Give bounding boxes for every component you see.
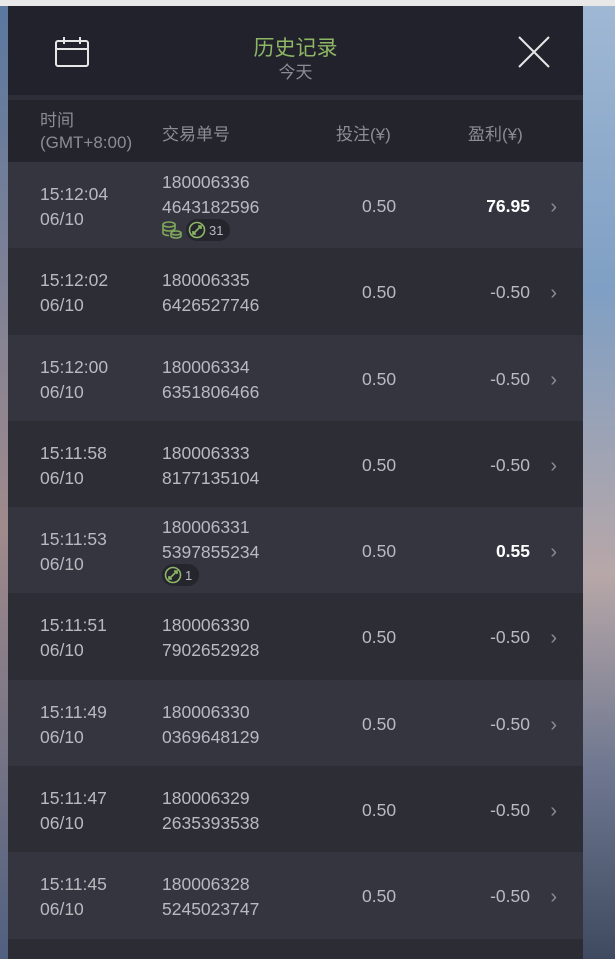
background <box>0 6 8 959</box>
row-profit: -0.50 <box>490 886 530 907</box>
row-profit: -0.50 <box>490 368 530 389</box>
table-row[interactable]: 15:11:47 06/10 180006329 2635393538 0.50 -… <box>8 766 583 853</box>
row-id-line2: 6426527746 <box>162 295 260 316</box>
row-profit: -0.50 <box>490 713 530 734</box>
row-time: 15:12:02 <box>40 270 109 291</box>
row-date: 06/10 <box>40 554 84 575</box>
row-date: 06/10 <box>40 467 84 488</box>
row-profit: 0.55 <box>495 541 530 562</box>
row-id-line1: 180006336 <box>162 172 250 192</box>
row-bet: 0.50 <box>362 541 397 562</box>
row-time: 15:11:47 <box>40 788 107 809</box>
col-time: 时间 <box>40 111 74 130</box>
row-bet: 0.50 <box>362 368 397 389</box>
row-bet: 0.50 <box>362 713 397 734</box>
free-spin-icon <box>188 221 206 239</box>
row-date: 06/10 <box>40 726 84 747</box>
row-id-line2: 7902652928 <box>162 640 260 661</box>
row-id-line2: 6351806466 <box>162 381 260 402</box>
row-bet: 0.50 <box>362 800 397 821</box>
row-id-line1: 180006335 <box>162 270 250 291</box>
table-row[interactable]: 15:11:45 06/10 180006328 5245023747 0.50 -… <box>8 852 583 939</box>
row-profit: -0.50 <box>490 282 530 303</box>
row-time: 15:11:49 <box>40 701 107 722</box>
col-profit: 盈利(¥) <box>468 125 523 144</box>
row-date: 06/10 <box>40 295 84 316</box>
row-date: 06/10 <box>40 813 84 834</box>
table-row[interactable]: 15:11:51 06/10 180006330 7902652928 0.50 -… <box>8 593 583 680</box>
row-date: 06/10 <box>40 209 84 229</box>
free-spin-icon <box>164 566 182 584</box>
row-id-line1: 180006334 <box>162 356 250 377</box>
history-list: 15:12:04 06/10 180006336 4643182596 31 0.50… <box>8 162 583 939</box>
row-profit: -0.50 <box>490 454 530 475</box>
chevron-right-icon[interactable]: › <box>550 282 557 305</box>
row-id-line2: 4643182596 <box>162 197 260 217</box>
row-id-line2: 8177135104 <box>162 467 260 488</box>
chevron-right-icon[interactable]: › <box>550 368 557 391</box>
close-icon[interactable] <box>516 34 552 70</box>
col-id: 交易单号 <box>162 125 230 144</box>
column-headers: 时间 (GMT+8:00) 交易单号 投注(¥) 盈利(¥) <box>8 100 583 162</box>
row-id-line1: 180006328 <box>162 874 250 895</box>
history-panel: 历史记录 今天 时间 (GMT+8:00) 交易单号 投注(¥) 盈利(¥) 1… <box>8 6 583 959</box>
table-row[interactable]: 15:12:00 06/10 180006334 6351806466 0.50 -… <box>8 334 583 421</box>
table-row[interactable]: 15:11:49 06/10 180006330 0369648129 0.50 -… <box>8 679 583 767</box>
coins-icon <box>162 221 182 239</box>
chevron-right-icon[interactable]: › <box>550 713 557 736</box>
header: 历史记录 今天 <box>8 6 583 100</box>
row-id-line2: 5245023747 <box>162 899 260 920</box>
free-spin-badge: 1 <box>162 564 200 587</box>
chevron-right-icon[interactable]: › <box>550 541 557 564</box>
row-time: 15:12:04 <box>40 184 109 204</box>
table-row[interactable]: 15:11:53 06/10 180006331 5397855234 1 0.50 … <box>8 507 583 594</box>
row-time: 15:11:51 <box>40 615 107 636</box>
free-spin-count: 1 <box>185 567 193 583</box>
chevron-right-icon[interactable]: › <box>550 886 557 909</box>
row-bet: 0.50 <box>362 886 397 907</box>
table-row[interactable]: 15:11:58 06/10 180006333 8177135104 0.50 -… <box>8 420 583 508</box>
row-id-line2: 2635393538 <box>162 813 260 834</box>
table-row[interactable]: 15:12:04 06/10 180006336 4643182596 31 0.50… <box>8 162 583 249</box>
row-date: 06/10 <box>40 899 84 920</box>
row-time: 15:12:00 <box>40 356 109 377</box>
free-spin-badge: 31 <box>186 219 231 241</box>
row-id-line1: 180006331 <box>162 517 250 538</box>
chevron-right-icon[interactable]: › <box>550 800 557 823</box>
row-tags: 1 <box>162 564 259 587</box>
row-tags: 31 <box>162 219 259 241</box>
free-spin-count: 31 <box>209 222 224 238</box>
chevron-right-icon[interactable]: › <box>550 627 557 650</box>
row-bet: 0.50 <box>362 454 397 475</box>
row-id-line1: 180006330 <box>162 615 250 636</box>
row-bet: 0.50 <box>362 627 397 648</box>
row-profit: -0.50 <box>490 627 530 648</box>
row-id-line1: 180006329 <box>162 788 250 809</box>
row-profit: -0.50 <box>490 800 530 821</box>
row-id-line2: 5397855234 <box>162 542 260 563</box>
row-bet: 0.50 <box>362 282 397 303</box>
col-timezone: (GMT+8:00) <box>40 133 133 152</box>
chevron-right-icon[interactable]: › <box>550 454 557 477</box>
row-time: 15:11:45 <box>40 874 107 895</box>
chevron-right-icon[interactable]: › <box>550 196 557 218</box>
row-date: 06/10 <box>40 381 84 402</box>
row-bet: 0.50 <box>362 196 397 216</box>
row-date: 06/10 <box>40 640 84 661</box>
col-bet: 投注(¥) <box>336 125 391 144</box>
row-id-line1: 180006330 <box>162 701 250 722</box>
row-id-line2: 0369648129 <box>162 726 260 747</box>
calendar-icon[interactable] <box>54 36 90 68</box>
date-filter-label[interactable]: 今天 <box>278 63 313 82</box>
page-title: 历史记录 <box>253 37 338 60</box>
row-profit: 76.95 <box>486 196 530 216</box>
row-time: 15:11:58 <box>40 442 107 463</box>
row-time: 15:11:53 <box>40 529 107 550</box>
table-row[interactable]: 15:12:02 06/10 180006335 6426527746 0.50 -… <box>8 248 583 335</box>
row-id-line1: 180006333 <box>162 442 250 463</box>
